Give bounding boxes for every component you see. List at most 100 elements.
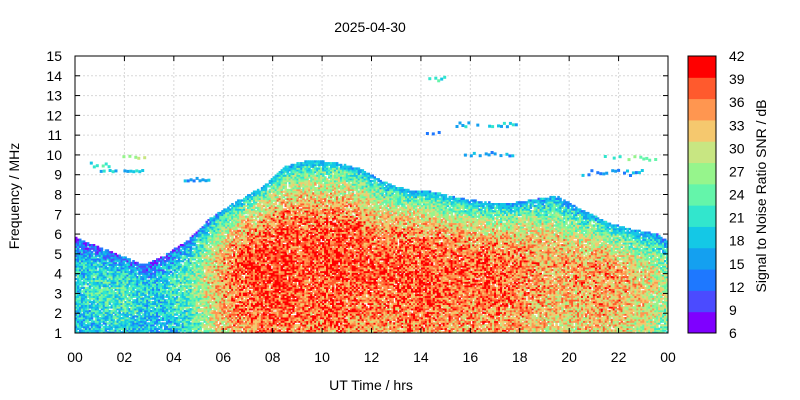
heatmap-cell xyxy=(175,300,179,304)
heatmap-cell xyxy=(250,325,254,329)
heatmap-cell xyxy=(90,302,94,305)
heatmap-cell xyxy=(118,315,121,318)
heatmap-cell xyxy=(245,281,248,284)
heatmap-cell xyxy=(197,265,201,268)
heatmap-cell xyxy=(191,317,195,320)
heatmap-cell xyxy=(100,267,104,270)
heatmap-cell xyxy=(189,279,193,282)
heatmap-cell xyxy=(183,270,187,273)
heatmap-cell xyxy=(243,236,246,240)
heatmap-cell xyxy=(152,279,155,282)
heatmap-cell xyxy=(193,265,197,268)
heatmap-cell xyxy=(217,292,220,295)
heatmap-cell xyxy=(221,261,224,265)
heatmap-cell xyxy=(86,317,90,320)
heatmap-cell xyxy=(150,317,153,320)
heatmap-cell xyxy=(195,265,199,268)
heatmap-cell xyxy=(110,284,114,288)
heatmap-cell xyxy=(248,231,252,234)
heatmap-cell xyxy=(195,272,199,275)
heatmap-cell xyxy=(94,292,98,295)
heatmap-cell xyxy=(203,247,206,250)
heatmap-cell xyxy=(205,300,208,304)
heatmap-cell xyxy=(177,256,181,259)
heatmap-cell xyxy=(185,281,189,284)
heatmap-cell xyxy=(217,236,220,240)
heatmap-cell xyxy=(199,240,202,243)
heatmap-cell xyxy=(146,322,149,325)
heatmap-cell xyxy=(203,258,206,261)
heatmap-cell xyxy=(245,210,248,213)
heatmap-cell xyxy=(177,317,181,320)
heatmap-cell xyxy=(207,249,210,252)
heatmap-cell xyxy=(221,304,224,307)
heatmap-cell xyxy=(235,244,238,247)
heatmap-cell xyxy=(90,258,94,261)
heatmap-cell xyxy=(136,302,139,305)
heatmap-cell xyxy=(191,238,195,241)
heatmap-cell xyxy=(247,245,250,248)
heatmap-cell xyxy=(128,279,131,282)
heatmap-cell xyxy=(156,306,159,309)
heatmap-cell xyxy=(191,322,195,325)
heatmap-cell xyxy=(235,219,238,222)
heatmap-cell xyxy=(197,279,201,282)
heatmap-cell xyxy=(243,270,246,273)
heatmap-cell xyxy=(181,284,185,288)
heatmap-cell xyxy=(227,219,230,222)
heatmap-cell xyxy=(114,322,117,325)
heatmap-cell xyxy=(175,320,179,323)
heatmap-cell xyxy=(118,261,121,265)
heatmap-cell xyxy=(183,299,187,302)
heatmap-cell xyxy=(177,304,181,307)
heatmap-cell xyxy=(130,331,133,333)
heatmap-cell xyxy=(112,290,116,293)
heatmap-cell xyxy=(150,313,153,316)
heatmap-cell xyxy=(167,252,171,256)
heatmap-cell xyxy=(231,297,234,300)
heatmap-cell xyxy=(77,293,80,297)
heatmap-cell xyxy=(136,306,139,309)
heatmap-cell xyxy=(94,268,98,272)
heatmap-cell xyxy=(175,274,179,277)
heatmap-cell xyxy=(118,313,121,316)
heatmap-cell xyxy=(199,281,202,284)
heatmap-cell xyxy=(248,236,252,240)
heatmap-cell xyxy=(171,331,175,333)
heatmap-cell xyxy=(116,277,119,281)
heatmap-cell xyxy=(132,284,135,288)
heatmap-cell xyxy=(173,329,177,332)
heatmap-cell xyxy=(165,299,169,302)
heatmap-cell xyxy=(199,327,202,330)
heatmap-cell xyxy=(88,297,92,300)
heatmap-cell xyxy=(233,297,236,300)
heatmap-cell xyxy=(239,249,242,252)
heatmap-cell xyxy=(102,268,106,272)
heatmap-cell xyxy=(106,299,110,302)
heatmap-cell xyxy=(94,327,98,330)
heatmap-cell xyxy=(193,284,197,288)
heatmap-cell xyxy=(96,299,100,302)
heatmap-cell xyxy=(98,281,102,284)
heatmap-cell xyxy=(136,329,139,332)
heatmap-cell xyxy=(191,325,195,329)
heatmap-cell xyxy=(201,236,204,240)
heatmap-cell xyxy=(164,304,167,307)
heatmap-cell xyxy=(88,256,92,259)
heatmap-cell xyxy=(231,242,234,245)
heatmap-cell xyxy=(217,261,220,265)
heatmap-cell xyxy=(183,256,187,259)
heatmap-cell xyxy=(215,236,218,240)
heatmap-cell xyxy=(248,299,252,302)
heatmap-cell xyxy=(209,329,212,332)
heatmap-cell xyxy=(154,311,157,314)
heatmap-cell xyxy=(164,302,167,305)
heatmap-cell xyxy=(191,244,195,247)
heatmap-cell xyxy=(134,295,137,298)
heatmap-cell xyxy=(185,267,189,270)
heatmap-cell xyxy=(223,252,226,256)
heatmap-cell xyxy=(100,290,104,293)
heatmap-cell xyxy=(219,263,222,266)
heatmap-cell xyxy=(205,283,208,286)
heatmap-cell xyxy=(183,274,187,277)
